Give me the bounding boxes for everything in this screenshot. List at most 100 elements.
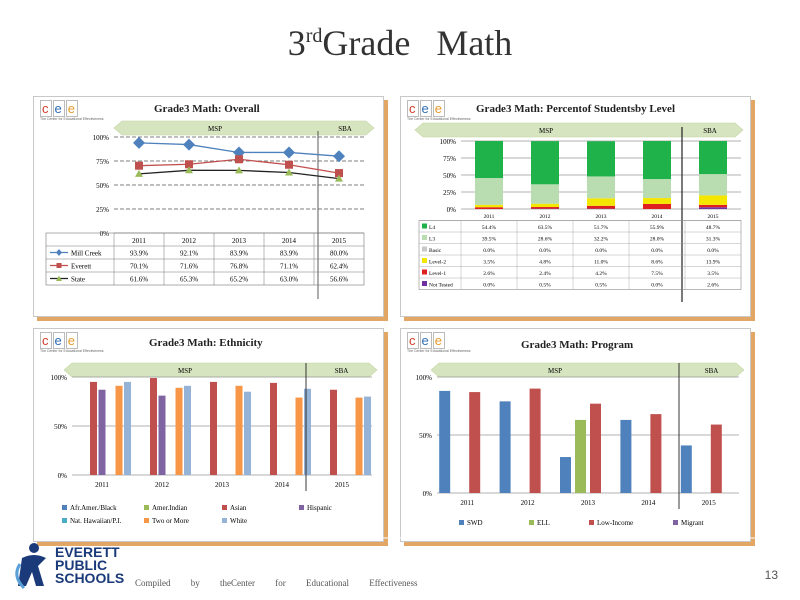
- table-cell-value: 83.9%: [230, 250, 248, 258]
- data-point-marker: [285, 160, 293, 169]
- data-point-marker: [183, 138, 195, 151]
- stacked-bar-segment: [699, 207, 727, 209]
- legend-label: Basic: [429, 248, 442, 254]
- page-number: 13: [764, 568, 778, 582]
- table-cell-value: 0.0%: [707, 248, 719, 254]
- table-cell-value: 2.6%: [707, 283, 719, 289]
- table-cell-value: 93.9%: [130, 250, 148, 258]
- data-point-marker: [333, 150, 345, 163]
- table-cell-value: 83.9%: [280, 250, 298, 258]
- bar: [499, 401, 511, 493]
- x-tick-label: 2013: [596, 214, 607, 220]
- legend-label: Migrant: [681, 519, 704, 527]
- table-cell-value: 0.0%: [539, 248, 551, 254]
- data-point-marker: [135, 169, 143, 177]
- legend-label: Level-1: [429, 271, 446, 277]
- district-logo-head: [29, 543, 39, 553]
- x-tick-label: 2015: [702, 499, 717, 507]
- stacked-bar-segment: [587, 141, 615, 177]
- y-tick-label: 50%: [54, 423, 67, 431]
- legend-swatch: [144, 505, 149, 510]
- legend-swatch: [422, 223, 427, 229]
- legend-label: Hispanic: [307, 504, 332, 512]
- bar: [439, 390, 451, 493]
- legend-swatch: [299, 505, 304, 510]
- x-tick-label: 2012: [155, 481, 170, 489]
- table-cell-value: 70.1%: [130, 263, 148, 271]
- bar: [184, 385, 191, 475]
- band-label-msp: MSP: [178, 367, 192, 375]
- bar: [270, 382, 277, 475]
- x-tick-label: 2013: [581, 499, 596, 507]
- band-label-sba: SBA: [705, 367, 719, 375]
- data-point-marker: [285, 168, 293, 176]
- stacked-bar-segment: [699, 174, 727, 196]
- legend-label: L4: [429, 225, 435, 231]
- program-bar-chart: MSP SBA 0% 50% 100% 2011 2012 2013 2014 2015 SWD EL…: [416, 362, 745, 527]
- table-cell-value: 3.5%: [707, 271, 719, 277]
- stacked-bar-segment: [475, 204, 503, 208]
- bar: [124, 381, 131, 475]
- district-logo-text: EVERETT PUBLIC SCHOOLS: [55, 544, 125, 586]
- stacked-bar-segment: [699, 204, 727, 208]
- band-label-msp: MSP: [208, 125, 222, 133]
- y-tick-label: 25%: [96, 206, 109, 214]
- table-cell-value: 0.0%: [651, 283, 663, 289]
- district-logo-figure: [18, 555, 46, 586]
- title-subject: Math: [436, 23, 513, 63]
- data-point-marker: [235, 166, 243, 174]
- legend-label: Amer.Indian: [152, 504, 188, 512]
- chart-title: Grade3 Math: Percentof Studentsby Level: [476, 103, 675, 115]
- band-label-msp: MSP: [539, 127, 553, 135]
- table-cell-value: 55.9%: [650, 225, 665, 231]
- legend-label: SWD: [467, 519, 483, 527]
- x-tick-label: 2015: [708, 214, 719, 220]
- table-cell-value: 39.5%: [482, 237, 497, 243]
- stacked-bar-segment: [475, 141, 503, 178]
- bar: [560, 457, 571, 493]
- title-grade-word: Grade: [322, 23, 411, 63]
- table-cell-value: 56.6%: [330, 276, 348, 284]
- stacked-bar-segment: [699, 195, 727, 205]
- table-cell-value: 4.8%: [539, 260, 551, 266]
- bar: [150, 377, 157, 475]
- stacked-bar-segment: [643, 141, 671, 180]
- bar: [115, 385, 123, 475]
- bar: [98, 389, 106, 475]
- chart-title: Grade3 Math: Ethnicity: [149, 337, 263, 349]
- bar: [244, 391, 251, 475]
- stacked-bar-segment: [587, 176, 615, 199]
- band-label-msp: MSP: [548, 367, 562, 375]
- x-tick-label: 2011: [460, 499, 474, 507]
- legend-label: Everett: [71, 263, 91, 271]
- legend-swatch: [422, 235, 427, 240]
- table-cell-value: 63.5%: [538, 225, 553, 231]
- legend-swatch: [62, 518, 67, 523]
- table-cell-value: 51.7%: [594, 225, 609, 231]
- x-tick-label: 2014: [282, 237, 297, 245]
- data-point-marker: [133, 136, 145, 149]
- stacked-bar-segment: [475, 207, 503, 209]
- legend-swatch: [529, 520, 534, 525]
- bar: [575, 419, 586, 493]
- stacked-bar-segment: [643, 198, 671, 204]
- table-cell-value: 8.6%: [651, 260, 663, 266]
- x-tick-label: 2015: [332, 237, 347, 245]
- bar: [620, 419, 632, 493]
- table-cell-value: 80.0%: [330, 250, 348, 258]
- x-tick-label: 2013: [215, 481, 230, 489]
- bar: [469, 392, 481, 493]
- legend-marker: [56, 249, 62, 256]
- table-cell-value: 13.9%: [706, 260, 721, 266]
- y-tick-label: 0%: [100, 230, 110, 238]
- bar: [680, 445, 692, 493]
- bar: [175, 387, 183, 475]
- bar: [304, 388, 311, 475]
- x-tick-label: 2011: [484, 214, 495, 220]
- stacked-bar-segment: [531, 141, 559, 185]
